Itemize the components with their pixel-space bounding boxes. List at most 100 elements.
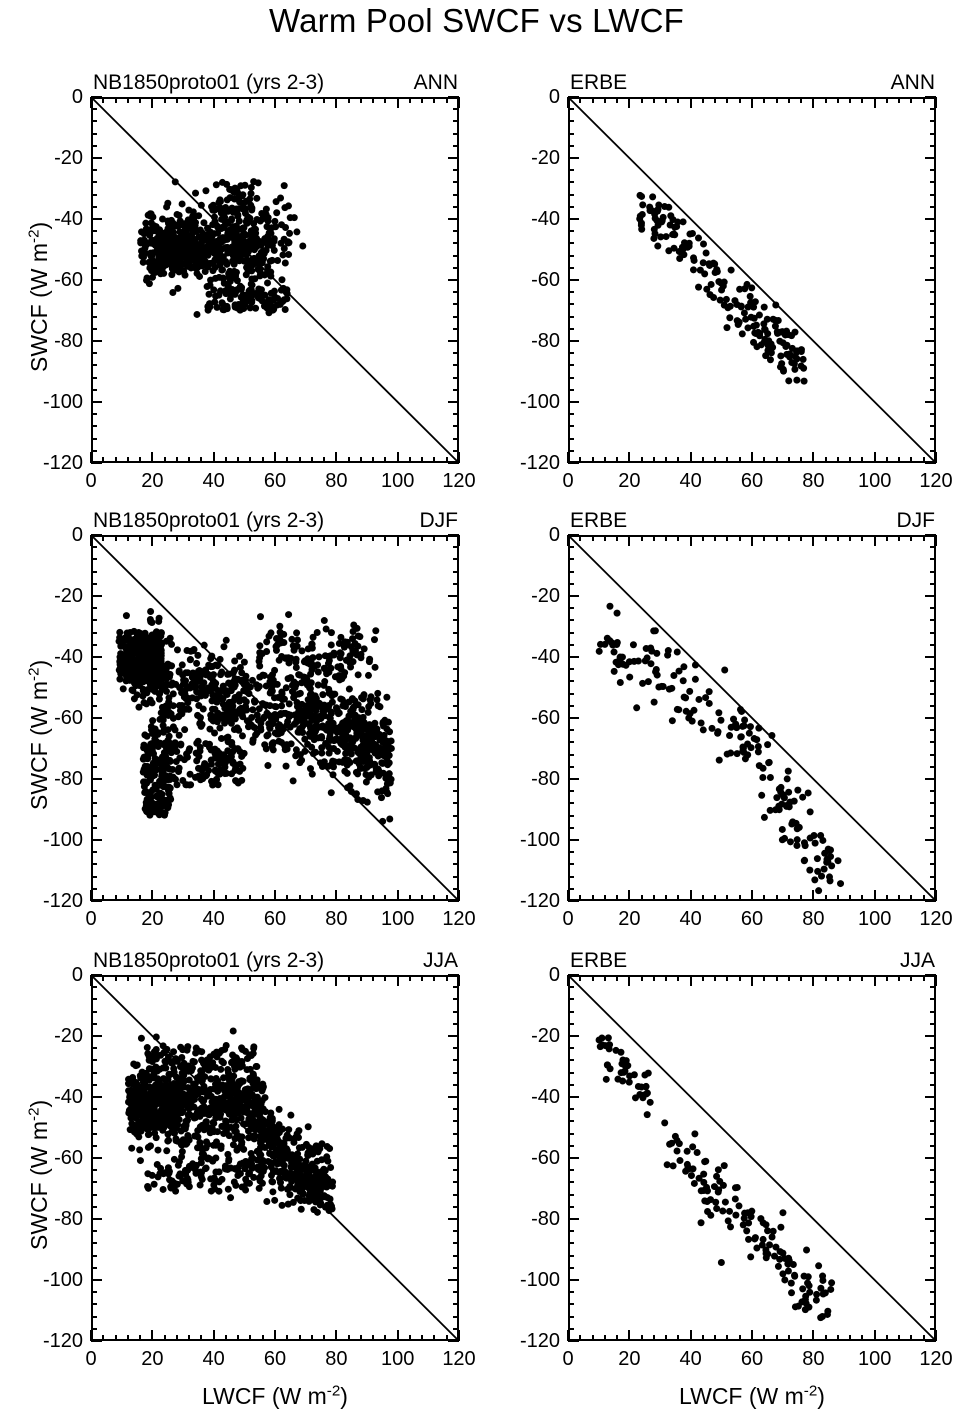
x-tick-label: 60 <box>263 908 287 930</box>
plot-data-layer <box>91 975 459 1341</box>
y-tick-right <box>453 425 459 428</box>
x-tick-bottom <box>310 457 313 463</box>
y-tick-left <box>91 425 97 428</box>
y-tick-left <box>568 157 579 159</box>
y-tick-right <box>453 266 459 269</box>
y-tick-left <box>568 1254 574 1257</box>
scatter-series <box>636 191 808 385</box>
x-tick-top <box>372 975 375 981</box>
y-tick-label: -20 <box>54 147 83 169</box>
y-tick-left <box>91 851 97 854</box>
y-tick-right <box>453 1315 459 1318</box>
x-tick-bottom <box>591 1335 594 1341</box>
x-tick-bottom <box>139 457 142 463</box>
x-tick-top <box>224 97 227 103</box>
x-tick-top <box>421 97 424 103</box>
x-tick-label: 0 <box>562 908 574 930</box>
y-tick-left <box>568 595 579 597</box>
x-tick-top <box>751 97 753 108</box>
x-tick-bottom <box>188 457 191 463</box>
y-tick-left <box>91 1096 102 1098</box>
y-tick-left <box>91 1291 97 1294</box>
y-tick-left <box>568 839 579 841</box>
x-tick-bottom <box>114 457 117 463</box>
x-tick-bottom <box>323 895 326 901</box>
x-tick-bottom <box>922 895 925 901</box>
x-tick-top <box>763 975 766 981</box>
x-tick-top <box>800 975 803 981</box>
x-tick-bottom <box>910 457 913 463</box>
x-tick-top <box>603 97 606 103</box>
y-tick-left <box>568 108 574 111</box>
reference-line-1to1 <box>568 535 936 901</box>
y-tick-left <box>568 1120 574 1123</box>
x-tick-bottom <box>812 452 815 463</box>
y-tick-left <box>568 1181 574 1184</box>
x-tick-top <box>836 535 839 541</box>
y-tick-label: 0 <box>548 86 560 108</box>
y-tick-left <box>568 462 579 464</box>
y-tick-right <box>930 887 936 890</box>
y-tick-label: -120 <box>519 452 560 474</box>
x-axis-label: LWCF (W m-2) <box>202 1382 348 1409</box>
y-tick-right <box>930 364 936 367</box>
y-tick-right <box>448 656 459 658</box>
x-tick-top <box>298 97 301 103</box>
y-tick-right <box>930 546 936 549</box>
y-tick-right <box>930 643 936 646</box>
y-tick-left <box>91 717 102 719</box>
y-tick-left <box>91 643 97 646</box>
x-tick-label: 120 <box>442 470 476 492</box>
y-tick-right <box>925 595 936 597</box>
x-tick-bottom <box>274 1330 276 1341</box>
y-tick-left <box>568 193 574 196</box>
y-tick-right <box>930 1205 936 1208</box>
x-tick-bottom <box>714 895 717 901</box>
x-tick-bottom <box>433 457 436 463</box>
y-tick-right <box>925 900 936 902</box>
x-tick-bottom <box>665 1335 668 1341</box>
y-tick-left <box>568 1132 574 1135</box>
x-tick-top <box>689 97 692 108</box>
x-tick-top <box>935 975 937 986</box>
x-tick-top <box>800 97 803 103</box>
y-tick-right <box>453 132 459 135</box>
x-tick-top <box>237 535 240 541</box>
x-tick-bottom <box>751 452 753 463</box>
y-tick-left <box>91 1022 97 1025</box>
x-tick-label: 40 <box>679 908 702 930</box>
y-tick-label: -60 <box>54 707 83 729</box>
y-tick-left <box>91 1242 97 1245</box>
y-tick-left <box>91 1303 97 1306</box>
y-tick-left <box>91 1035 102 1037</box>
x-tick-bottom <box>126 895 129 901</box>
y-tick-left <box>568 315 574 318</box>
x-tick-top <box>188 97 191 103</box>
y-tick-right <box>453 376 459 379</box>
y-tick-right <box>930 193 936 196</box>
x-tick-top <box>102 535 105 541</box>
y-tick-left <box>568 376 574 379</box>
x-tick-bottom <box>935 452 937 463</box>
y-tick-left <box>91 169 97 172</box>
x-tick-bottom <box>396 890 399 901</box>
x-tick-top <box>665 97 668 103</box>
x-tick-top <box>102 975 105 981</box>
y-tick-right <box>930 1120 936 1123</box>
x-tick-top <box>90 535 92 546</box>
x-tick-bottom <box>922 457 925 463</box>
y-tick-left <box>91 132 97 135</box>
y-tick-right <box>453 120 459 123</box>
x-tick-bottom <box>714 1335 717 1341</box>
x-tick-top <box>738 535 741 541</box>
x-tick-top <box>90 97 92 108</box>
x-tick-label: 20 <box>618 908 641 930</box>
panel-dataset-label: NB1850proto01 (yrs 2-3) <box>93 949 325 972</box>
x-tick-bottom <box>175 1335 178 1341</box>
scatter-series <box>595 1034 836 1322</box>
x-tick-bottom <box>677 895 680 901</box>
x-tick-top <box>200 97 203 103</box>
x-tick-top <box>200 975 203 981</box>
y-tick-right <box>930 802 936 805</box>
y-tick-right <box>453 790 459 793</box>
